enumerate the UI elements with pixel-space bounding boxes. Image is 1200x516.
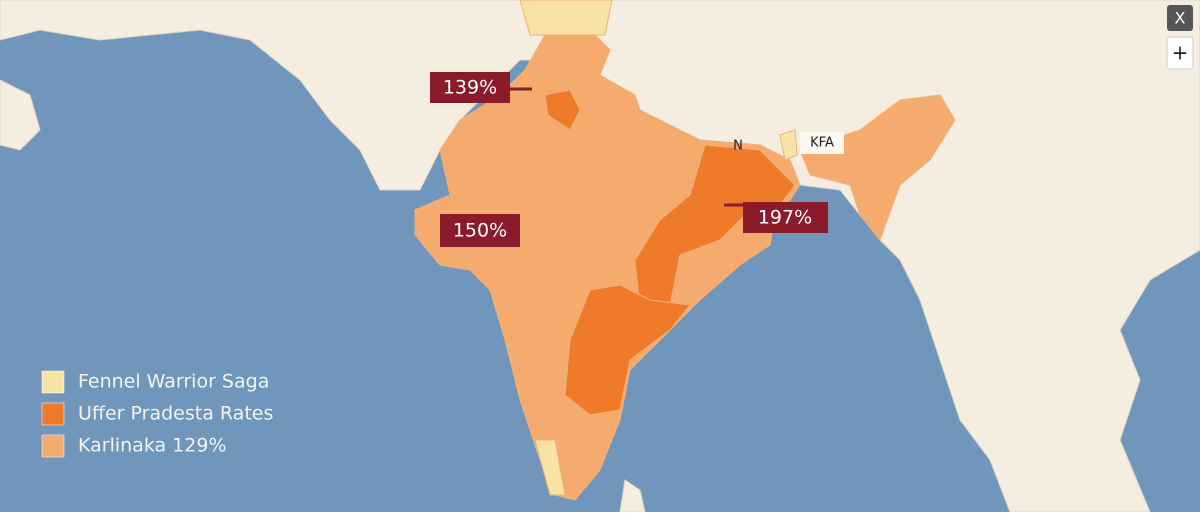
callout-label: 197%	[758, 207, 812, 229]
callout-label: 150%	[453, 220, 507, 242]
region-north	[544, 89, 581, 131]
legend-swatch	[41, 434, 65, 458]
region-east	[634, 144, 796, 311]
legend-swatch	[41, 402, 65, 426]
legend-label: Uffer Pradesta Rates	[78, 403, 273, 425]
northeast	[799, 94, 956, 242]
place-label: N	[733, 139, 743, 154]
zoom-in-label[interactable]: +	[1172, 41, 1189, 65]
callout	[743, 202, 828, 233]
land-west	[0, 79, 41, 151]
close-button[interactable]	[1167, 5, 1193, 31]
label-bg	[800, 132, 844, 154]
legend-label: Fennel Warrior Saga	[78, 371, 269, 393]
legend-swatch	[41, 370, 65, 394]
callout	[430, 72, 510, 103]
close-label[interactable]: X	[1175, 9, 1186, 28]
legend-label: Karlinaka 129%	[78, 435, 227, 457]
legend: Fennel Warrior Saga Uffer Pradesta Rates K…	[41, 370, 273, 458]
place-label: KFA	[810, 136, 834, 151]
region-top	[519, 0, 613, 36]
region-small	[779, 129, 798, 161]
zoom-in-button[interactable]	[1166, 36, 1194, 70]
region-south	[564, 284, 691, 416]
region-tip	[534, 439, 566, 496]
callout	[440, 214, 520, 247]
callout-label: 139%	[443, 77, 497, 99]
